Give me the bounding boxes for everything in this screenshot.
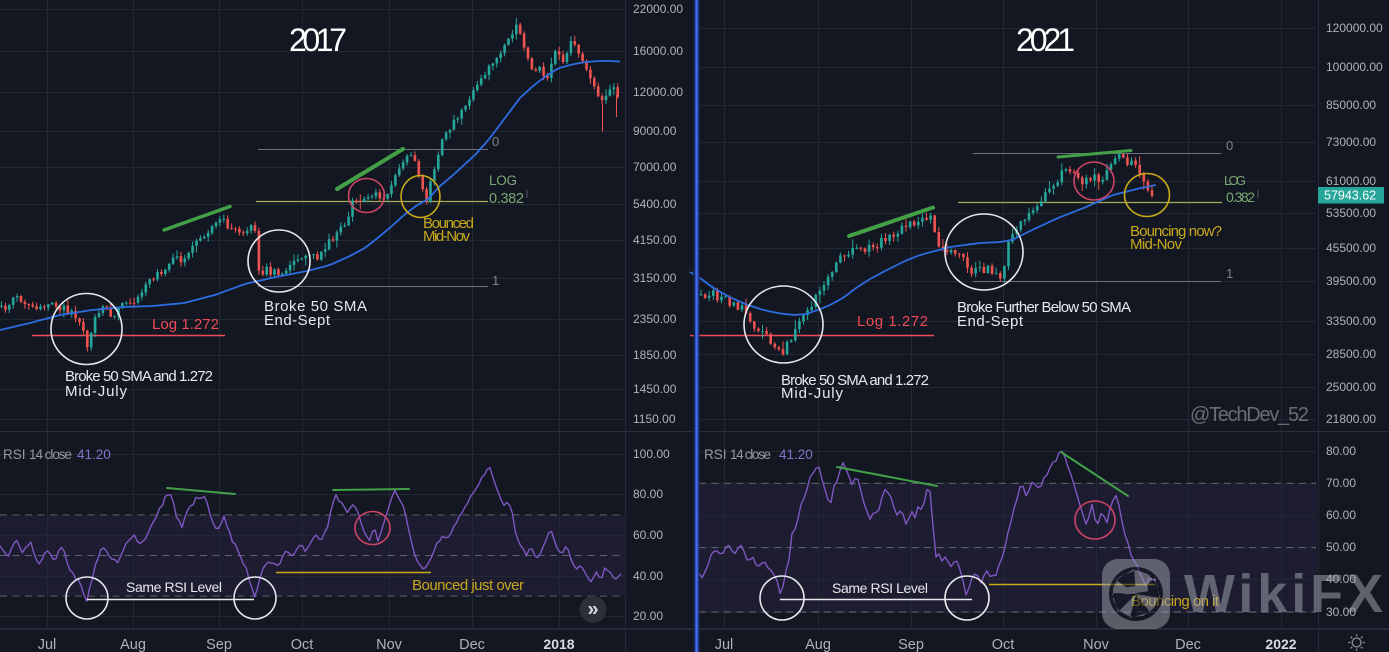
svg-text:0.382: 0.382 [489, 191, 524, 207]
svg-text:60.00: 60.00 [1326, 508, 1356, 522]
svg-text:End-Sept: End-Sept [264, 312, 331, 329]
svg-text:100.00: 100.00 [633, 447, 670, 461]
svg-text:12000.00: 12000.00 [633, 85, 683, 99]
svg-text:80.00: 80.00 [633, 487, 663, 501]
svg-text:2017: 2017 [289, 22, 347, 58]
svg-text:RSI: RSI [3, 447, 26, 462]
svg-text:2021: 2021 [1016, 22, 1075, 58]
svg-text:»: » [587, 599, 598, 621]
svg-text:61000.00: 61000.00 [1326, 174, 1376, 188]
svg-text:25000.00: 25000.00 [1326, 380, 1376, 394]
svg-text:70.00: 70.00 [1326, 476, 1356, 490]
svg-text:0.382: 0.382 [1226, 189, 1255, 205]
svg-text:Aug: Aug [805, 637, 831, 652]
svg-text:1150.00: 1150.00 [633, 412, 676, 426]
svg-text:40.00: 40.00 [633, 569, 663, 583]
svg-text:1450.00: 1450.00 [633, 382, 677, 396]
svg-text:Log 1.272: Log 1.272 [857, 313, 928, 330]
svg-text:Aug: Aug [120, 637, 146, 652]
svg-text:22000.00: 22000.00 [633, 2, 683, 16]
svg-text:28500.00: 28500.00 [1326, 347, 1376, 361]
svg-text:Nov: Nov [376, 637, 403, 652]
svg-text:57943.62: 57943.62 [1324, 189, 1376, 203]
svg-text:Mid-July: Mid-July [65, 383, 128, 400]
svg-text:39500.00: 39500.00 [1326, 274, 1376, 288]
svg-text:Mid-Nov: Mid-Nov [423, 228, 471, 245]
svg-text:2350.00: 2350.00 [633, 312, 677, 326]
svg-text:End-Sept: End-Sept [957, 313, 1024, 330]
svg-text:16000.00: 16000.00 [633, 44, 683, 58]
svg-text:0: 0 [492, 134, 499, 149]
svg-text:14 close: 14 close [730, 447, 771, 462]
svg-text:WikiFX: WikiFX [1184, 564, 1383, 624]
svg-text:Log 1.272: Log 1.272 [152, 316, 219, 333]
svg-text:7000.00: 7000.00 [633, 160, 677, 174]
svg-text:53500.00: 53500.00 [1326, 206, 1376, 220]
svg-text:60.00: 60.00 [633, 528, 663, 542]
svg-text:Sep: Sep [206, 637, 232, 652]
svg-text:1: 1 [1226, 266, 1233, 281]
svg-text:2022: 2022 [1265, 636, 1296, 652]
svg-text:4150.00: 4150.00 [633, 233, 677, 247]
svg-text:14 close: 14 close [29, 447, 72, 462]
svg-text:LOG: LOG [1224, 173, 1246, 188]
svg-text:Mid-Nov: Mid-Nov [1130, 236, 1183, 253]
svg-text:LOG: LOG [489, 173, 517, 188]
svg-text:100000.00: 100000.00 [1326, 60, 1383, 74]
svg-text:85000.00: 85000.00 [1326, 98, 1376, 112]
svg-text:9000.00: 9000.00 [633, 124, 677, 138]
svg-text:0: 0 [1226, 138, 1233, 153]
svg-text:20.00: 20.00 [633, 609, 663, 623]
svg-text:30.00: 30.00 [1326, 605, 1356, 619]
svg-text:Broke 50 SMA: Broke 50 SMA [264, 298, 367, 315]
svg-text:1: 1 [492, 273, 499, 288]
svg-text:2018: 2018 [543, 636, 574, 652]
svg-text:1850.00: 1850.00 [633, 348, 677, 362]
svg-text:Oct: Oct [291, 637, 314, 652]
svg-text:5400.00: 5400.00 [633, 197, 677, 211]
svg-text:40.00: 40.00 [1326, 572, 1356, 586]
svg-text:Dec: Dec [1175, 637, 1201, 652]
svg-text:Jul: Jul [38, 637, 57, 652]
svg-text:41.20: 41.20 [779, 447, 813, 462]
svg-text:Broke 50 SMA and 1.272: Broke 50 SMA and 1.272 [65, 368, 213, 385]
svg-text:41.20: 41.20 [77, 447, 111, 462]
svg-text:Bounced: Bounced [423, 215, 474, 232]
svg-text:Bounced just over: Bounced just over [412, 577, 524, 594]
svg-text:Mid-July: Mid-July [781, 385, 844, 402]
svg-text:73000.00: 73000.00 [1326, 135, 1376, 149]
svg-text:Dec: Dec [459, 637, 485, 652]
svg-text:80.00: 80.00 [1326, 444, 1356, 458]
svg-text:3150.00: 3150.00 [633, 271, 677, 285]
svg-text:21800.00: 21800.00 [1326, 412, 1376, 426]
svg-text:120000.00: 120000.00 [1326, 21, 1383, 35]
svg-text:Bouncing now?: Bouncing now? [1130, 223, 1222, 240]
svg-text:33500.00: 33500.00 [1326, 314, 1376, 328]
svg-text:45500.00: 45500.00 [1326, 241, 1376, 255]
svg-text:Oct: Oct [992, 637, 1015, 652]
svg-text:Jul: Jul [715, 637, 734, 652]
svg-text:50.00: 50.00 [1326, 540, 1356, 554]
svg-text:Broke 50 SMA and 1.272: Broke 50 SMA and 1.272 [781, 372, 929, 389]
svg-text:Sep: Sep [898, 637, 924, 652]
svg-text:RSI: RSI [704, 447, 727, 462]
svg-text:Same RSI Level: Same RSI Level [126, 579, 222, 595]
svg-text:Broke Further Below 50 SMA: Broke Further Below 50 SMA [957, 299, 1131, 316]
svg-text:Nov: Nov [1083, 637, 1110, 652]
svg-text:@TechDev_52: @TechDev_52 [1190, 404, 1309, 426]
svg-text:Same RSI Level: Same RSI Level [832, 580, 928, 596]
